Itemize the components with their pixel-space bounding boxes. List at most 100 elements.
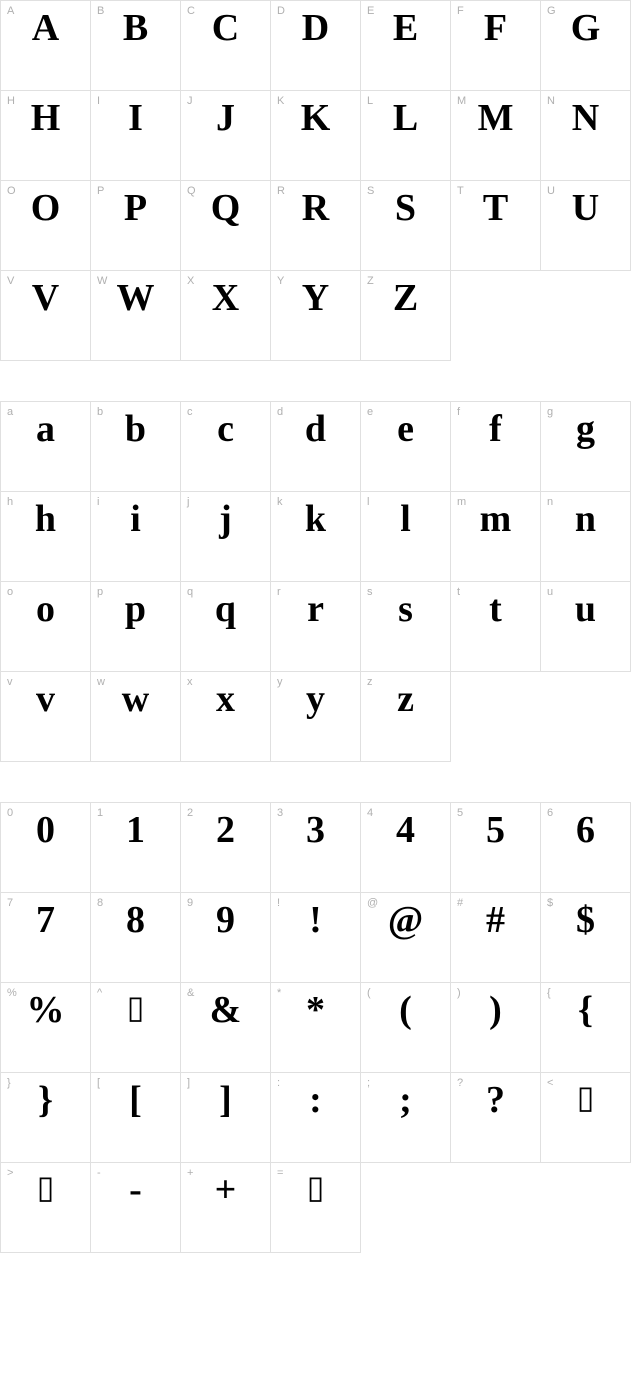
glyph-character: J bbox=[181, 99, 270, 137]
glyph-character: % bbox=[1, 991, 90, 1029]
glyph-cell: !! bbox=[271, 893, 361, 983]
glyph-cell: TT bbox=[451, 181, 541, 271]
glyph-cell: kk bbox=[271, 492, 361, 582]
glyph-character: D bbox=[271, 9, 360, 47]
glyph-character: 0 bbox=[1, 811, 90, 849]
glyph-character: : bbox=[271, 1081, 360, 1119]
glyph-character: s bbox=[361, 590, 450, 628]
glyph-character: V bbox=[1, 279, 90, 317]
glyph-cell: 66 bbox=[541, 803, 631, 893]
glyph-character: 2 bbox=[181, 811, 270, 849]
glyph-character: Y bbox=[271, 279, 360, 317]
glyph-cell: uu bbox=[541, 582, 631, 672]
glyph-character: R bbox=[271, 189, 360, 227]
glyph-cell: rr bbox=[271, 582, 361, 672]
glyph-cell: vv bbox=[1, 672, 91, 762]
glyph-character: o bbox=[1, 590, 90, 628]
glyph-cell: GG bbox=[541, 1, 631, 91]
glyph-cell: 88 bbox=[91, 893, 181, 983]
glyph-cell: $$ bbox=[541, 893, 631, 983]
glyph-character: n bbox=[541, 500, 630, 538]
glyph-section-lowercase: aabbccddeeffgghhiijjkkllmmnnooppqqrrsstt… bbox=[0, 401, 640, 762]
glyph-character: O bbox=[1, 189, 90, 227]
glyph-character: # bbox=[451, 901, 540, 939]
glyph-character: r bbox=[271, 590, 360, 628]
glyph-cell: AA bbox=[1, 1, 91, 91]
glyph-cell: ii bbox=[91, 492, 181, 582]
glyph-cell: ?? bbox=[451, 1073, 541, 1163]
glyph-character: @ bbox=[361, 901, 450, 939]
glyph-cell: ee bbox=[361, 402, 451, 492]
glyph-character: 5 bbox=[451, 811, 540, 849]
glyph-character: c bbox=[181, 410, 270, 448]
glyph-character: h bbox=[1, 500, 90, 538]
glyph-cell: ZZ bbox=[361, 271, 451, 361]
glyph-character: S bbox=[361, 189, 450, 227]
glyph-cell: CC bbox=[181, 1, 271, 91]
glyph-cell: JJ bbox=[181, 91, 271, 181]
glyph-section-uppercase: AABBCCDDEEFFGGHHIIJJKKLLMMNNOOPPQQRRSSTT… bbox=[0, 0, 640, 361]
glyph-character: [ bbox=[91, 1081, 180, 1119]
glyph-cell: BB bbox=[91, 1, 181, 91]
glyph-cell: KK bbox=[271, 91, 361, 181]
glyph-cell: FF bbox=[451, 1, 541, 91]
glyph-cell: dd bbox=[271, 402, 361, 492]
glyph-character: 3 bbox=[271, 811, 360, 849]
glyph-cell: xx bbox=[181, 672, 271, 762]
glyph-character: q bbox=[181, 590, 270, 628]
glyph-cell: 33 bbox=[271, 803, 361, 893]
glyph-character: w bbox=[91, 680, 180, 718]
glyph-character: E bbox=[361, 9, 450, 47]
glyph-cell: WW bbox=[91, 271, 181, 361]
glyph-cell: hh bbox=[1, 492, 91, 582]
glyph-character: k bbox=[271, 500, 360, 538]
glyph-cell: ff bbox=[451, 402, 541, 492]
glyph-character: { bbox=[541, 991, 630, 1029]
glyph-character: T bbox=[451, 189, 540, 227]
glyph-character: m bbox=[451, 500, 540, 538]
glyph-character: b bbox=[91, 410, 180, 448]
glyph-cell: XX bbox=[181, 271, 271, 361]
glyph-cell: HH bbox=[1, 91, 91, 181]
glyph-character: B bbox=[91, 9, 180, 47]
glyph-cell: II bbox=[91, 91, 181, 181]
glyph-character: W bbox=[91, 279, 180, 317]
glyph-cell: DD bbox=[271, 1, 361, 91]
glyph-cell: bb bbox=[91, 402, 181, 492]
glyph-character: e bbox=[361, 410, 450, 448]
glyph-character: ; bbox=[361, 1081, 450, 1119]
glyph-cell: LL bbox=[361, 91, 451, 181]
glyph-cell: OO bbox=[1, 181, 91, 271]
glyph-character: ) bbox=[451, 991, 540, 1029]
glyph-cell: nn bbox=[541, 492, 631, 582]
glyph-character: M bbox=[451, 99, 540, 137]
glyph-character: $ bbox=[541, 901, 630, 939]
glyph-character: C bbox=[181, 9, 270, 47]
glyph-character: 8 bbox=[91, 901, 180, 939]
glyph-cell: RR bbox=[271, 181, 361, 271]
glyph-cell: {{ bbox=[541, 983, 631, 1073]
glyph-cell: 55 bbox=[451, 803, 541, 893]
glyph-cell: ww bbox=[91, 672, 181, 762]
glyph-cell: }} bbox=[1, 1073, 91, 1163]
glyph-character: j bbox=[181, 500, 270, 538]
glyph-character: I bbox=[91, 99, 180, 137]
glyph-grid: aabbccddeeffgghhiijjkkllmmnnooppqqrrsstt… bbox=[0, 401, 631, 762]
glyph-cell: ]] bbox=[181, 1073, 271, 1163]
glyph-cell: %% bbox=[1, 983, 91, 1073]
glyph-cell: ^▯ bbox=[91, 983, 181, 1073]
glyph-character: 6 bbox=[541, 811, 630, 849]
glyph-cell: =▯ bbox=[271, 1163, 361, 1253]
glyph-cell: zz bbox=[361, 672, 451, 762]
glyph-character: z bbox=[361, 680, 450, 718]
missing-glyph-icon: ▯ bbox=[91, 991, 180, 1023]
glyph-cell: SS bbox=[361, 181, 451, 271]
glyph-cell: EE bbox=[361, 1, 451, 91]
glyph-grid: 00112233445566778899!!@@##$$%%^▯&&**(())… bbox=[0, 802, 631, 1253]
glyph-cell: ** bbox=[271, 983, 361, 1073]
glyph-character: - bbox=[91, 1171, 180, 1209]
glyph-character: 4 bbox=[361, 811, 450, 849]
glyph-cell: ++ bbox=[181, 1163, 271, 1253]
glyph-cell: >▯ bbox=[1, 1163, 91, 1253]
glyph-character: ( bbox=[361, 991, 450, 1029]
